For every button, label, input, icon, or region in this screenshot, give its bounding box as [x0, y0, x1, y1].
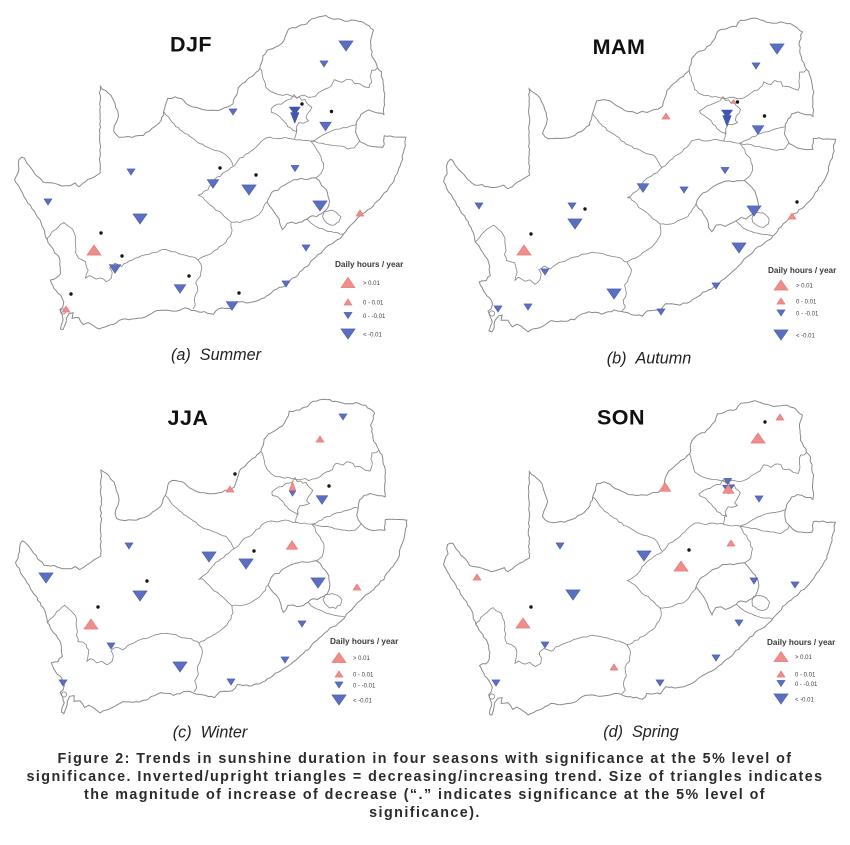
svg-text:Daily hours / year: Daily hours / year	[335, 260, 404, 269]
svg-text:> 0.01: > 0.01	[363, 281, 381, 287]
svg-text:Daily hours / year: Daily hours / year	[330, 637, 399, 646]
svg-text:0 - 0.01: 0 - 0.01	[796, 299, 817, 305]
svg-text:> 0.01: > 0.01	[353, 656, 371, 662]
svg-text:SON: SON	[597, 406, 645, 430]
svg-text:DJF: DJF	[170, 33, 212, 57]
svg-text:< -0.01: < -0.01	[796, 333, 816, 339]
svg-text:JJA: JJA	[168, 406, 209, 430]
svg-text:(b) Autumn: (b) Autumn	[607, 350, 692, 368]
svg-text:> 0.01: > 0.01	[796, 283, 814, 289]
svg-text:Daily hours / year: Daily hours / year	[768, 266, 837, 275]
svg-text:0 - -0.01: 0 - -0.01	[363, 314, 386, 320]
svg-text:Daily hours / year: Daily hours / year	[767, 638, 836, 647]
svg-text:(c) Winter: (c) Winter	[173, 724, 248, 742]
svg-text:(a) Summer: (a) Summer	[171, 346, 262, 364]
svg-text:(d) Spring: (d) Spring	[603, 723, 679, 741]
svg-text:0 - -0.01: 0 - -0.01	[796, 311, 819, 317]
svg-text:> 0.01: > 0.01	[795, 655, 813, 661]
svg-text:0 - 0.01: 0 - 0.01	[363, 300, 384, 306]
svg-text:< -0.01: < -0.01	[363, 332, 383, 338]
svg-text:MAM: MAM	[593, 35, 646, 59]
svg-text:< -0.01: < -0.01	[795, 697, 815, 703]
svg-text:< -0.01: < -0.01	[353, 698, 373, 704]
svg-text:0 - 0.01: 0 - 0.01	[795, 672, 816, 678]
svg-text:0 - -0.01: 0 - -0.01	[353, 683, 376, 689]
svg-text:0 - 0.01: 0 - 0.01	[353, 672, 374, 678]
svg-text:0 - -0.01: 0 - -0.01	[795, 682, 818, 688]
